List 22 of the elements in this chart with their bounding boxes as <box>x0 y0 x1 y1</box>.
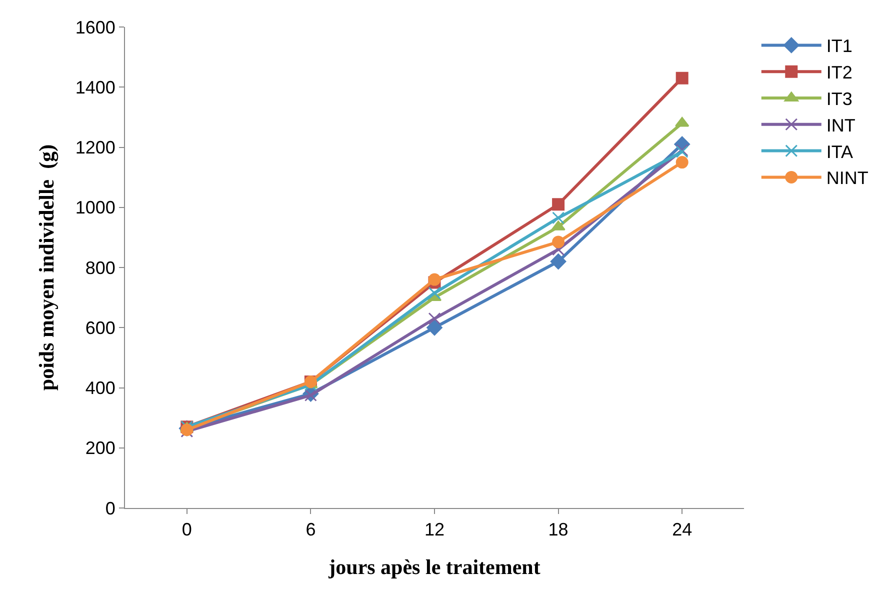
legend-label: NINT <box>826 168 868 188</box>
legend-label: IT2 <box>826 62 852 83</box>
y-tick-label: 1400 <box>75 77 116 98</box>
x-tick-label: 12 <box>424 520 445 540</box>
legend-label: IT1 <box>826 36 852 56</box>
legend-label: ITA <box>826 142 854 162</box>
x-tick-label: 24 <box>672 520 692 540</box>
y-tick-label: 1000 <box>75 198 116 218</box>
y-tick-label: 0 <box>105 498 116 518</box>
y-tick-label: 600 <box>85 318 116 338</box>
y-axis-title: poids moyen individelle (g) <box>34 144 59 391</box>
y-tick-label: 1200 <box>75 138 116 158</box>
legend-label: INT <box>826 115 856 136</box>
legend-label: IT3 <box>826 89 852 110</box>
x-axis-title: jours apès le traitement <box>328 554 540 579</box>
x-tick-label: 18 <box>548 520 568 540</box>
y-tick-label: 1600 <box>75 17 116 38</box>
y-tick-label: 200 <box>85 438 116 458</box>
y-tick-label: 400 <box>85 378 116 398</box>
x-tick-label: 0 <box>182 520 192 540</box>
y-tick-label: 800 <box>85 258 116 278</box>
x-tick-label: 6 <box>306 520 316 540</box>
